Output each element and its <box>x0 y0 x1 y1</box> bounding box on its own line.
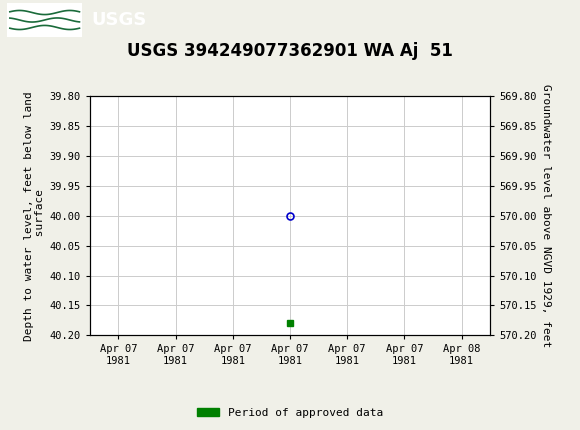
Legend: Period of approved data: Period of approved data <box>193 403 387 422</box>
Bar <box>7 3 82 37</box>
Y-axis label: Groundwater level above NGVD 1929, feet: Groundwater level above NGVD 1929, feet <box>541 84 551 347</box>
Y-axis label: Depth to water level, feet below land
 surface: Depth to water level, feet below land su… <box>24 91 45 341</box>
Text: USGS: USGS <box>91 11 146 29</box>
Text: USGS 394249077362901 WA Aj  51: USGS 394249077362901 WA Aj 51 <box>127 42 453 60</box>
